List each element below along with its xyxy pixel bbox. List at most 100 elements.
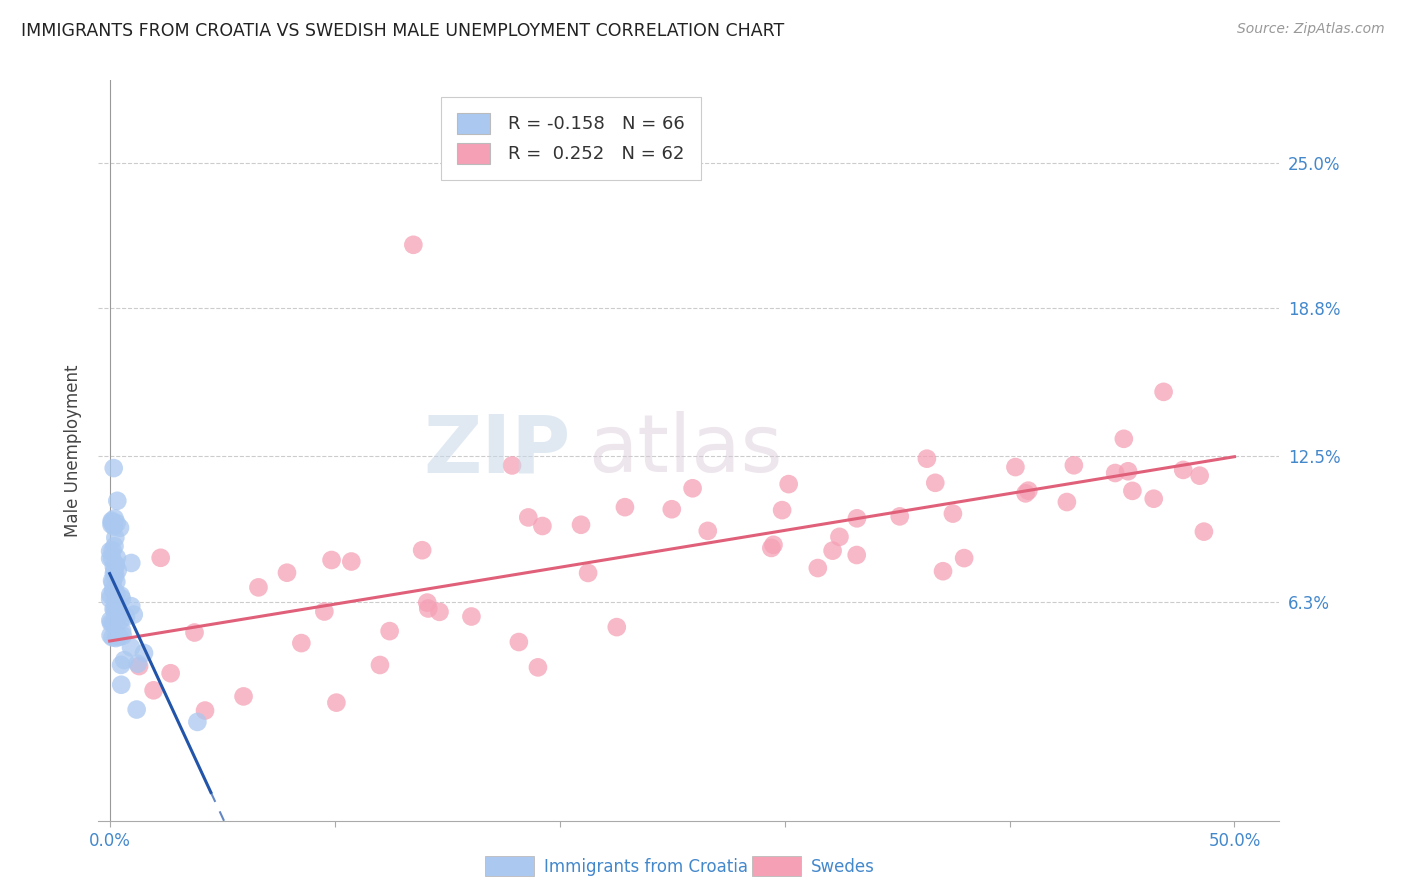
Text: atlas: atlas — [589, 411, 783, 490]
Point — [101, 543, 124, 558]
Point — [159, 666, 181, 681]
Point — [418, 601, 440, 615]
Point — [101, 574, 124, 588]
Point — [122, 607, 145, 622]
Point — [778, 477, 800, 491]
Point — [110, 589, 132, 603]
Point — [112, 653, 135, 667]
Point — [104, 631, 127, 645]
Point — [402, 237, 425, 252]
Point — [104, 599, 127, 614]
Point — [460, 609, 482, 624]
Point — [120, 599, 142, 614]
Point — [103, 539, 125, 553]
Point — [1116, 464, 1139, 478]
Point — [411, 543, 433, 558]
Point — [100, 514, 122, 528]
Point — [807, 561, 830, 575]
Point — [508, 635, 530, 649]
Point — [128, 659, 150, 673]
Point — [845, 548, 868, 562]
Point — [569, 517, 592, 532]
Point — [340, 554, 363, 568]
Point — [101, 583, 124, 598]
Point — [98, 588, 121, 602]
Point — [103, 461, 125, 475]
Point — [1153, 384, 1175, 399]
Point — [101, 575, 124, 590]
Point — [1017, 483, 1039, 498]
Point — [107, 604, 129, 618]
Text: Swedes: Swedes — [811, 858, 875, 876]
Point — [104, 594, 127, 608]
Point — [314, 605, 336, 619]
Point — [915, 451, 938, 466]
Point — [108, 607, 131, 621]
Text: IMMIGRANTS FROM CROATIA VS SWEDISH MALE UNEMPLOYMENT CORRELATION CHART: IMMIGRANTS FROM CROATIA VS SWEDISH MALE … — [21, 22, 785, 40]
Point — [110, 678, 132, 692]
Y-axis label: Male Unemployment: Male Unemployment — [63, 364, 82, 537]
Text: Immigrants from Croatia: Immigrants from Croatia — [544, 858, 748, 876]
Point — [1188, 468, 1211, 483]
Point — [247, 580, 270, 594]
Legend: R = -0.158   N = 66, R =  0.252   N = 62: R = -0.158 N = 66, R = 0.252 N = 62 — [441, 96, 700, 180]
Point — [98, 591, 121, 606]
Point — [132, 646, 155, 660]
Point — [232, 690, 254, 704]
Point — [368, 658, 391, 673]
Point — [1063, 458, 1085, 473]
Point — [606, 620, 628, 634]
Point — [761, 541, 783, 555]
Point — [101, 616, 124, 631]
Point — [100, 517, 122, 532]
Point — [104, 604, 127, 618]
Point — [416, 596, 439, 610]
Point — [105, 550, 128, 565]
Point — [103, 563, 125, 577]
Point — [845, 511, 868, 525]
Point — [98, 544, 121, 558]
Point — [98, 614, 121, 628]
Point — [276, 566, 298, 580]
Point — [105, 596, 128, 610]
Point — [924, 475, 946, 490]
Point — [321, 553, 343, 567]
Point — [104, 531, 127, 545]
Point — [107, 563, 129, 577]
Point — [115, 609, 138, 624]
Point — [110, 614, 132, 628]
Point — [828, 530, 851, 544]
Point — [101, 515, 124, 529]
Point — [1014, 486, 1036, 500]
Point — [104, 600, 127, 615]
Point — [104, 558, 127, 572]
Point — [100, 628, 122, 642]
Point — [1004, 460, 1026, 475]
Point — [1143, 491, 1166, 506]
Point — [103, 559, 125, 574]
Point — [1104, 466, 1126, 480]
Point — [1056, 495, 1078, 509]
Point — [429, 605, 451, 619]
Point — [682, 481, 704, 495]
Point — [501, 458, 523, 473]
Point — [103, 566, 125, 581]
Point — [770, 503, 793, 517]
Point — [103, 519, 125, 533]
Point — [108, 607, 131, 622]
Point — [517, 510, 540, 524]
Text: Source: ZipAtlas.com: Source: ZipAtlas.com — [1237, 22, 1385, 37]
Point — [186, 714, 208, 729]
Point — [120, 556, 142, 570]
Point — [101, 551, 124, 566]
Point — [576, 566, 599, 580]
Point — [104, 603, 127, 617]
Point — [953, 551, 976, 566]
Point — [104, 511, 127, 525]
Point — [105, 516, 128, 531]
Point — [105, 586, 128, 600]
Point — [821, 543, 844, 558]
Point — [110, 657, 132, 672]
Point — [108, 630, 131, 644]
Point — [103, 582, 125, 597]
